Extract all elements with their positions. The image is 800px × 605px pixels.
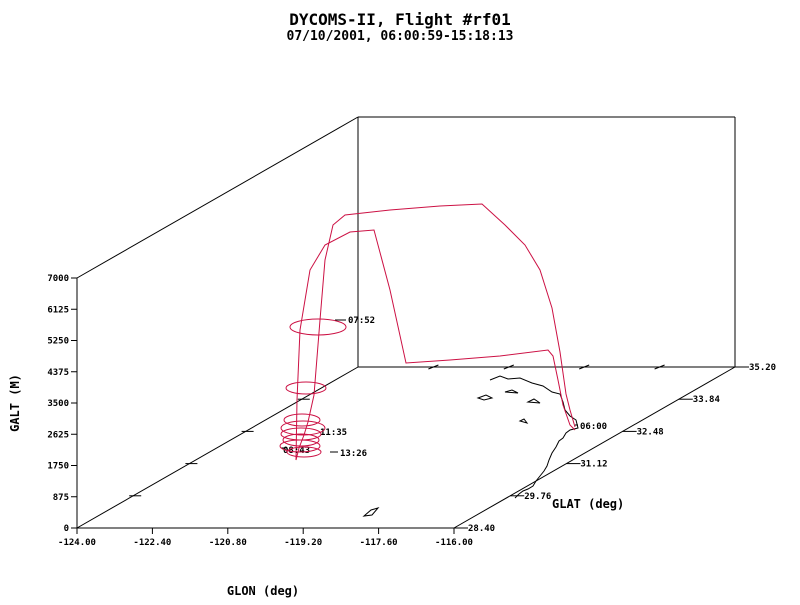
flight-track-series <box>295 203 576 461</box>
time-annotation: 08:43 <box>283 446 310 456</box>
time-annotation: 07:52 <box>348 316 375 326</box>
z-tick-label: 875 <box>53 493 69 503</box>
chart-subtitle: 07/10/2001, 06:00:59-15:18:13 <box>287 29 514 44</box>
x-grid-tick <box>654 364 665 370</box>
island-outline <box>504 389 519 394</box>
track-orbit <box>289 318 347 336</box>
x-grid-tick <box>428 364 439 370</box>
back-left-base-edge <box>76 366 359 529</box>
z-axis-ticks: 0 875 1750 2625 3500 4375 5250 6125 7000 <box>47 274 77 534</box>
time-annotations: 07:52 11:35 13:26 08:43 06:00 <box>281 316 607 459</box>
y-axis-ticks: 28.40 29.76 31.12 32.48 33.84 35.20 <box>129 363 776 534</box>
plot-box <box>76 116 736 529</box>
z-axis-label: GALT (M) <box>8 374 22 432</box>
z-tick-label: 7000 <box>47 274 69 284</box>
island-outline <box>526 398 541 404</box>
coastline <box>489 375 579 499</box>
island-outline <box>518 418 529 424</box>
track-orbit <box>280 420 326 436</box>
z-tick-label: 0 <box>64 524 69 534</box>
y-tick-label: 32.48 <box>637 427 664 437</box>
y-tick-label: 33.84 <box>693 395 721 405</box>
time-annotation: 13:26 <box>340 449 367 459</box>
track-orbit <box>285 381 327 395</box>
right-base-edge <box>453 366 736 529</box>
track-orbit <box>279 439 321 453</box>
y-tick-label: 35.20 <box>749 363 776 373</box>
x-tick-label: -120.80 <box>209 538 247 548</box>
island-outline <box>476 394 494 401</box>
island-outline <box>362 507 380 517</box>
y-tick-label: 31.12 <box>580 460 607 470</box>
z-tick-label: 4375 <box>47 368 69 378</box>
x-grid-tick <box>579 364 590 370</box>
x-tick-label: -122.40 <box>133 538 171 548</box>
z-tick-label: 6125 <box>47 305 69 315</box>
x-grid-tick <box>503 364 514 370</box>
z-tick-label: 3500 <box>47 399 69 409</box>
chart-title: DYCOMS-II, Flight #rf01 <box>289 10 511 29</box>
track-orbit <box>283 413 321 427</box>
z-tick-label: 5250 <box>47 337 69 347</box>
time-annotation: 06:00 <box>580 422 607 432</box>
track-orbit <box>286 446 322 458</box>
y-axis-label: GLAT (deg) <box>552 497 624 511</box>
x-axis-label: GLON (deg) <box>227 584 299 598</box>
x-tick-label: -117.60 <box>360 538 398 548</box>
x-tick-label: -119.20 <box>284 538 322 548</box>
z-tick-label: 2625 <box>47 430 69 440</box>
track-orbit <box>282 433 320 447</box>
x-axis-ticks: -124.00 -122.40 -120.80 -119.20 -117.60 -116.… <box>58 364 665 548</box>
z-tick-label: 1750 <box>47 462 69 472</box>
x-tick-label: -116.00 <box>435 538 473 548</box>
y-tick-label: 29.76 <box>524 492 551 502</box>
x-tick-label: -124.00 <box>58 538 96 548</box>
y-tick-label: 28.40 <box>468 524 495 534</box>
time-annotation: 11:35 <box>320 428 347 438</box>
top-left-edge <box>76 116 359 279</box>
